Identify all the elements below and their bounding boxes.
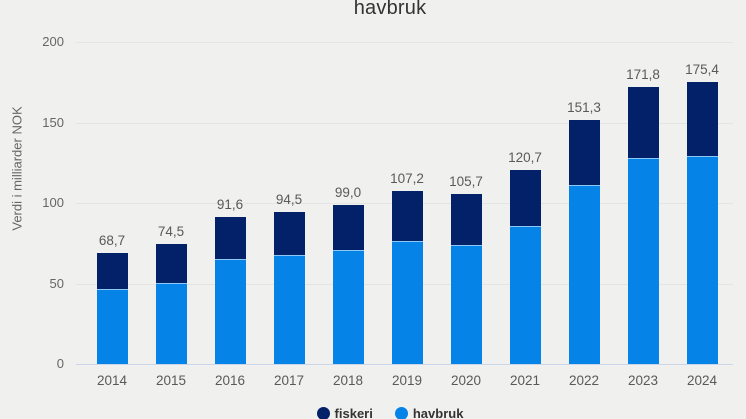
bar-total-label: 91,6 xyxy=(216,196,244,212)
x-axis-label: 2023 xyxy=(627,373,659,388)
y-axis-tick-label: 200 xyxy=(42,34,64,49)
bar-total-label: 94,5 xyxy=(275,191,303,207)
bar-segment-fiskeri-2021[interactable] xyxy=(509,169,541,227)
bar-segment-fiskeri-2015[interactable] xyxy=(155,244,187,283)
bar-total-label: 171,8 xyxy=(626,67,660,83)
bar-segment-havbruk-2023[interactable] xyxy=(627,157,659,364)
bar-segment-fiskeri-2014[interactable] xyxy=(96,253,128,290)
x-axis-label: 2018 xyxy=(332,373,364,388)
y-axis-tick-label: 150 xyxy=(42,114,64,130)
bar-segment-fiskeri-2017[interactable] xyxy=(273,211,305,256)
x-axis-label: 2019 xyxy=(391,373,423,388)
gridline xyxy=(76,122,733,124)
legend: fiskeri havbruk xyxy=(17,406,746,419)
y-axis-tick-label: 0 xyxy=(56,356,64,371)
bar-total-label: 107,2 xyxy=(390,171,424,187)
x-axis-label: 2024 xyxy=(686,373,718,388)
x-axis-label: 2014 xyxy=(96,373,128,388)
y-axis-tick-label: 100 xyxy=(42,195,64,210)
bar-segment-havbruk-2022[interactable] xyxy=(568,185,600,364)
bar-segment-fiskeri-2023[interactable] xyxy=(627,87,659,158)
bar-segment-havbruk-2018[interactable] xyxy=(332,250,364,364)
legend-marker-fiskeri-icon xyxy=(316,407,330,419)
legend-item-havbruk[interactable]: havbruk xyxy=(394,406,464,419)
bar-segment-havbruk-2015[interactable] xyxy=(155,282,187,364)
bar-segment-havbruk-2014[interactable] xyxy=(96,289,128,364)
bar-total-label: 151,3 xyxy=(567,100,601,116)
bar-segment-fiskeri-2016[interactable] xyxy=(214,216,246,260)
bar-total-label: 99,0 xyxy=(334,184,362,200)
legend-label-havbruk: havbruk xyxy=(412,406,464,419)
bar-total-label: 68,7 xyxy=(98,233,126,249)
y-axis-title: Verdi i milliarder NOK xyxy=(9,106,25,231)
gridline xyxy=(76,42,733,43)
bar-segment-havbruk-2020[interactable] xyxy=(450,244,482,364)
bar-segment-fiskeri-2024[interactable] xyxy=(686,81,718,157)
bar-total-label: 120,7 xyxy=(508,149,542,165)
legend-marker-havbruk-icon xyxy=(394,407,408,419)
x-axis-label: 2022 xyxy=(568,373,600,388)
x-axis-label: 2021 xyxy=(509,373,541,388)
bar-segment-havbruk-2024[interactable] xyxy=(686,156,718,364)
legend-label-fiskeri: fiskeri xyxy=(334,406,373,419)
x-axis-label: 2015 xyxy=(155,373,187,388)
bar-segment-fiskeri-2018[interactable] xyxy=(332,204,364,251)
bar-segment-havbruk-2021[interactable] xyxy=(509,226,541,364)
bar-segment-fiskeri-2020[interactable] xyxy=(450,193,482,245)
bar-total-label: 175,4 xyxy=(685,61,719,77)
x-axis-label: 2016 xyxy=(214,373,246,388)
bar-segment-havbruk-2016[interactable] xyxy=(214,259,246,364)
x-axis-label: 2020 xyxy=(450,373,482,388)
bar-segment-fiskeri-2019[interactable] xyxy=(391,191,423,241)
bar-segment-havbruk-2017[interactable] xyxy=(273,255,305,364)
chart-title: havbruk xyxy=(353,0,427,19)
x-axis-line xyxy=(76,364,733,365)
bar-segment-fiskeri-2022[interactable] xyxy=(568,120,600,186)
x-axis-label: 2017 xyxy=(273,373,305,388)
legend-item-fiskeri[interactable]: fiskeri xyxy=(316,406,373,419)
bar-segment-havbruk-2019[interactable] xyxy=(391,241,423,364)
bar-total-label: 74,5 xyxy=(157,224,185,240)
bar-total-label: 105,7 xyxy=(449,173,483,189)
y-axis-tick-label: 50 xyxy=(49,275,64,291)
